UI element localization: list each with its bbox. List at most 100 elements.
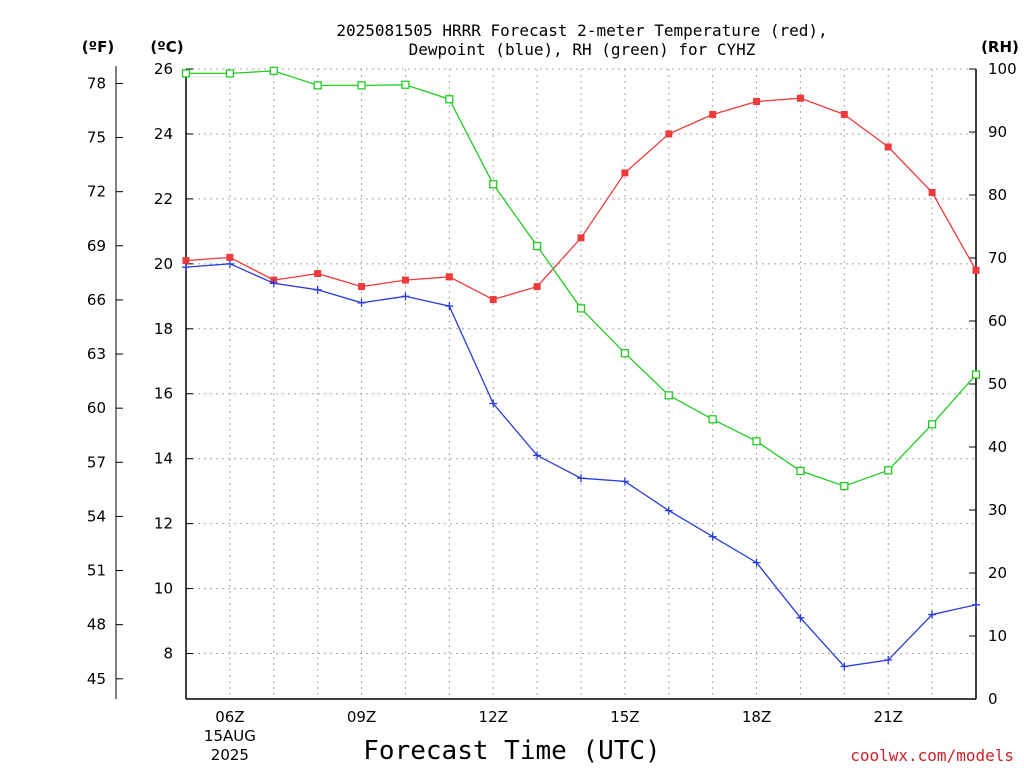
rh-point — [401, 80, 410, 89]
fahrenheit-tick-label: 51 — [87, 562, 106, 580]
fahrenheit-tick-label: 54 — [87, 507, 106, 525]
fahrenheit-tick-label: 45 — [87, 670, 106, 688]
temperature-point — [665, 130, 673, 138]
rh-tick-label: 60 — [988, 312, 1007, 330]
celsius-tick-label: 18 — [154, 320, 173, 338]
temperature-point — [577, 234, 585, 242]
rh-tick-label: 20 — [988, 564, 1007, 582]
rh-point — [664, 391, 673, 400]
dewpoint-point — [269, 279, 278, 288]
rh-point — [532, 241, 542, 251]
x-tick-label: 06Z — [215, 708, 244, 726]
temperature-point — [358, 283, 366, 291]
dewpoint-point — [664, 506, 673, 515]
temperature-point — [709, 110, 717, 118]
axes — [115, 66, 977, 700]
dewpoint-point — [840, 662, 849, 671]
fahrenheit-tick-label: 57 — [87, 453, 106, 471]
rh-tick-label: 10 — [988, 627, 1007, 645]
rh-point — [752, 437, 761, 446]
rh-point — [445, 95, 454, 104]
chart-title-line1: 2025081505 HRRR Forecast 2-meter Tempera… — [336, 21, 827, 40]
rh-point — [489, 180, 498, 189]
dewpoint-point — [708, 532, 717, 541]
celsius-tick-label: 12 — [154, 515, 173, 533]
temperature-point — [884, 143, 892, 151]
x-tick-label: 12Z — [479, 708, 508, 726]
celsius-tick-label: 14 — [154, 450, 173, 468]
fahrenheit-tick-label: 72 — [87, 183, 106, 201]
dewpoint-point — [620, 477, 629, 486]
rh-point — [971, 370, 981, 379]
dewpoint-point — [884, 656, 893, 665]
temperature-line — [185, 97, 977, 301]
temperature-point — [489, 296, 497, 304]
temperature-point — [314, 270, 322, 278]
dewpoint-point — [445, 302, 454, 311]
temperature-point — [840, 110, 848, 118]
rh-point — [620, 348, 630, 358]
rh-point — [181, 69, 191, 78]
temperature-point — [445, 273, 453, 281]
celsius-unit-label: (ºC) — [150, 38, 183, 56]
fahrenheit-tick-label: 48 — [87, 616, 106, 634]
dewpoint-point — [357, 298, 366, 307]
dewpoint-point — [533, 451, 542, 460]
rh-point — [796, 466, 805, 476]
dewpoint-point — [182, 263, 190, 272]
rh-point — [576, 304, 586, 313]
rh-point — [357, 81, 366, 90]
temperature-point — [621, 169, 629, 177]
rh-tick-label: 80 — [988, 186, 1007, 204]
x-tick-label: 09Z — [347, 708, 376, 726]
rh-tick-label: 0 — [988, 690, 998, 708]
rh-point — [225, 69, 235, 78]
rh-tick-label: 100 — [988, 60, 1017, 78]
dewpoint-point — [489, 399, 498, 408]
celsius-tick-label: 22 — [154, 190, 173, 208]
celsius-tick-label: 26 — [154, 60, 173, 78]
celsius-tick-label: 16 — [154, 385, 173, 403]
fahrenheit-tick-label: 75 — [87, 129, 106, 147]
fahrenheit-unit-label: (ºF) — [82, 38, 114, 56]
temperature-point — [533, 283, 541, 291]
rh-point — [884, 466, 893, 475]
dewpoint-point — [928, 610, 937, 619]
rh-tick-label: 30 — [988, 501, 1007, 519]
dewpoint-point — [972, 600, 980, 609]
x-date-label: 15AUG — [204, 727, 256, 745]
x-year-label: 2025 — [211, 746, 249, 764]
series-lines — [181, 66, 981, 671]
x-tick-label: 18Z — [742, 708, 771, 726]
temperature-point — [753, 97, 761, 105]
rh-unit-label: (RH) — [981, 38, 1019, 56]
temperature-point — [401, 276, 409, 284]
dewpoint-point — [752, 558, 761, 567]
celsius-tick-label: 20 — [154, 255, 173, 273]
x-axis-label: Forecast Time (UTC) — [363, 736, 660, 766]
x-tick-label: 21Z — [874, 708, 903, 726]
fahrenheit-tick-label: 66 — [87, 291, 106, 309]
rh-point — [313, 81, 322, 90]
rh-tick-label: 50 — [988, 375, 1007, 393]
fahrenheit-tick-label: 78 — [87, 74, 106, 92]
rh-tick-label: 70 — [988, 249, 1007, 267]
chart-title-line2: Dewpoint (blue), RH (green) for CYHZ — [409, 40, 756, 59]
temperature-point — [182, 257, 190, 265]
rh-point — [927, 420, 937, 429]
rh-point — [840, 481, 849, 491]
fahrenheit-tick-label: 60 — [87, 399, 106, 417]
dewpoint-point — [401, 292, 410, 301]
rh-point — [708, 415, 717, 424]
dewpoint-point — [313, 285, 322, 294]
rh-tick-label: 90 — [988, 123, 1007, 141]
gridlines — [185, 68, 977, 699]
celsius-tick-label: 24 — [154, 125, 173, 143]
temperature-point — [972, 266, 980, 274]
credit-label: coolwx.com/models — [850, 746, 1014, 765]
fahrenheit-tick-label: 63 — [87, 345, 106, 363]
x-tick-label: 15Z — [610, 708, 639, 726]
celsius-tick-label: 8 — [163, 645, 173, 663]
